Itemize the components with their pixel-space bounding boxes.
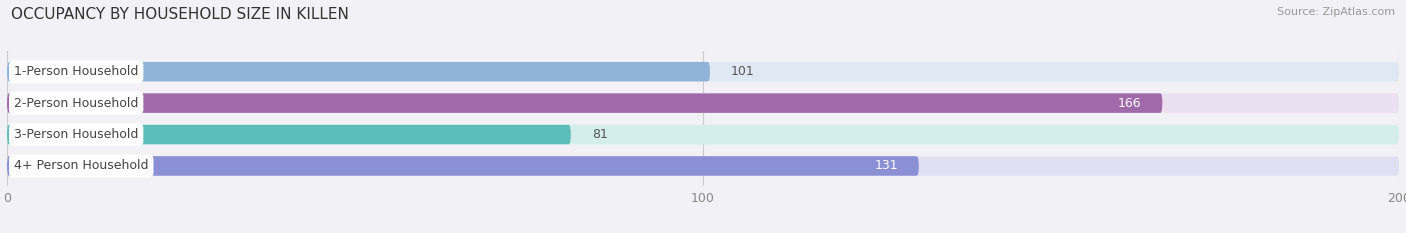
Text: 101: 101 [731,65,755,78]
FancyBboxPatch shape [7,93,1163,113]
Text: 3-Person Household: 3-Person Household [14,128,138,141]
Text: 81: 81 [592,128,607,141]
FancyBboxPatch shape [7,156,918,176]
Text: 1-Person Household: 1-Person Household [14,65,138,78]
Text: Source: ZipAtlas.com: Source: ZipAtlas.com [1277,7,1395,17]
Text: 131: 131 [875,159,898,172]
FancyBboxPatch shape [7,156,1399,176]
FancyBboxPatch shape [7,62,1399,81]
FancyBboxPatch shape [7,125,1399,144]
Text: 2-Person Household: 2-Person Household [14,97,138,110]
FancyBboxPatch shape [7,93,1399,113]
Text: 166: 166 [1118,97,1142,110]
Text: 4+ Person Household: 4+ Person Household [14,159,149,172]
FancyBboxPatch shape [7,125,571,144]
Text: OCCUPANCY BY HOUSEHOLD SIZE IN KILLEN: OCCUPANCY BY HOUSEHOLD SIZE IN KILLEN [11,7,349,22]
FancyBboxPatch shape [7,62,710,81]
